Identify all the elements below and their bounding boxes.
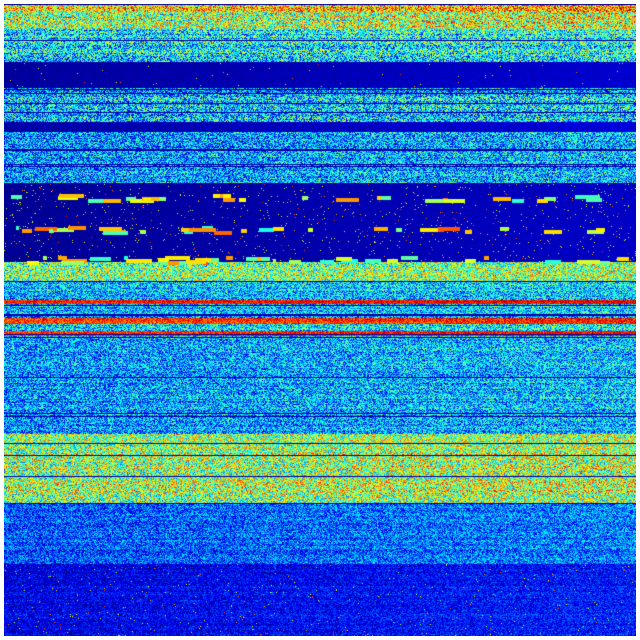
spectrogram-canvas [4,4,636,636]
spectrogram-image [4,4,636,636]
